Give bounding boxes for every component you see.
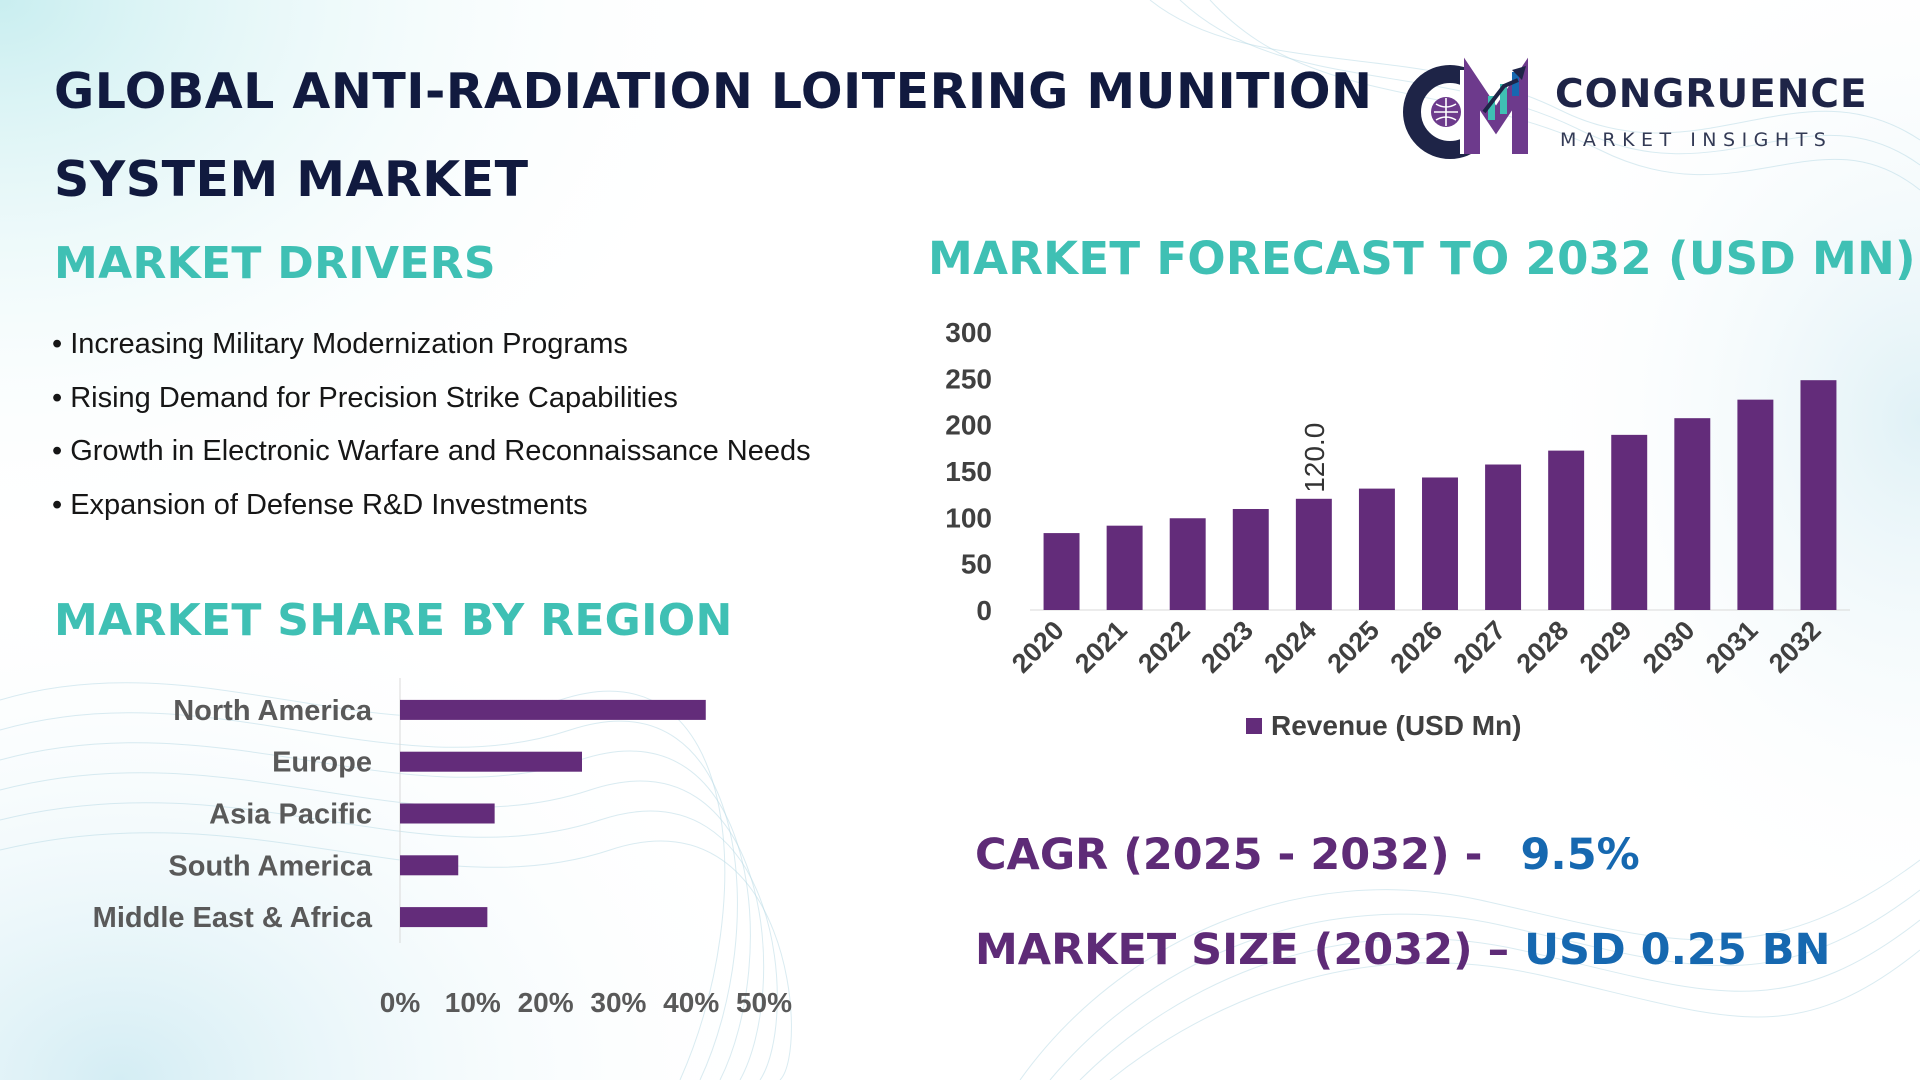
category-label: South America bbox=[168, 850, 372, 882]
bar-2029 bbox=[1611, 434, 1648, 610]
cagr-kpi: CAGR (2025 - 2032) - 9.5% bbox=[975, 830, 1640, 880]
driver-item: • Increasing Military Modernization Prog… bbox=[52, 328, 628, 360]
x-tick-label: 2028 bbox=[1511, 615, 1575, 679]
driver-item: • Growth in Electronic Warfare and Recon… bbox=[52, 435, 811, 467]
logo-tagline: MARKET INSIGHTS bbox=[1560, 129, 1833, 151]
y-tick-label: 200 bbox=[945, 410, 992, 441]
share-title: MARKET SHARE BY REGION bbox=[54, 595, 733, 646]
forecast-title: MARKET FORECAST TO 2032 (USD MN) bbox=[928, 232, 1916, 285]
x-tick-label: 2025 bbox=[1321, 615, 1385, 679]
bar-2031 bbox=[1737, 399, 1774, 610]
market-size-label: MARKET SIZE (2032) – bbox=[975, 925, 1510, 975]
drivers-title: MARKET DRIVERS bbox=[54, 238, 496, 289]
bar-2020 bbox=[1043, 533, 1080, 610]
bar-2021 bbox=[1106, 525, 1143, 610]
drivers-list: • Increasing Military Modernization Prog… bbox=[52, 318, 857, 532]
x-tick-label: 20% bbox=[518, 987, 574, 1018]
bar-2022 bbox=[1169, 518, 1206, 610]
legend-label: Revenue (USD Mn) bbox=[1271, 710, 1521, 741]
x-tick-label: 50% bbox=[736, 987, 792, 1018]
bar-2026 bbox=[1422, 477, 1458, 610]
y-tick-label: 250 bbox=[945, 363, 992, 394]
logo-mark bbox=[1403, 57, 1528, 159]
x-tick-label: 2020 bbox=[1006, 615, 1070, 679]
region-share-chart: North America Europe Asia Pacific South Ame… bbox=[93, 678, 792, 1018]
x-tick-label: 30% bbox=[590, 987, 646, 1018]
bar-2032 bbox=[1800, 380, 1837, 610]
category-label: Europe bbox=[272, 747, 372, 779]
y-tick-label: 100 bbox=[945, 502, 992, 533]
cagr-value: 9.5% bbox=[1520, 830, 1640, 880]
bar-region bbox=[400, 803, 495, 824]
driver-item: • Expansion of Defense R&D Investments bbox=[52, 488, 588, 521]
bar-region bbox=[400, 855, 459, 876]
market-size-kpi: MARKET SIZE (2032) – USD 0.25 BN bbox=[975, 925, 1830, 975]
bar-2028 bbox=[1548, 450, 1585, 610]
market-size-value: USD 0.25 BN bbox=[1524, 925, 1831, 975]
company-logo: CONGRUENCE MARKET INSIGHTS bbox=[1400, 50, 1880, 160]
logo-name: CONGRUENCE bbox=[1555, 72, 1868, 117]
x-tick-label: 2023 bbox=[1195, 615, 1259, 679]
bar-region bbox=[400, 751, 582, 772]
bar-region bbox=[400, 907, 488, 928]
category-label: North America bbox=[173, 695, 373, 727]
legend-swatch bbox=[1246, 718, 1262, 734]
driver-item: • Rising Demand for Precision Strike Cap… bbox=[52, 381, 678, 414]
x-tick-label: 2029 bbox=[1574, 615, 1638, 679]
x-tick-label: 2032 bbox=[1763, 615, 1827, 679]
category-label: Middle East & Africa bbox=[93, 902, 373, 934]
x-tick-label: 2031 bbox=[1700, 615, 1764, 679]
y-tick-label: 0 bbox=[976, 595, 992, 626]
category-label: Asia Pacific bbox=[209, 799, 372, 831]
x-tick-label: 0% bbox=[380, 987, 421, 1018]
y-tick-label: 50 bbox=[961, 549, 992, 580]
bar-region bbox=[400, 699, 706, 720]
y-tick-label: 300 bbox=[945, 317, 992, 348]
x-tick-label: 2026 bbox=[1385, 615, 1449, 679]
y-tick-label: 150 bbox=[945, 456, 992, 487]
bar-2025 bbox=[1358, 488, 1395, 610]
bar-2024 bbox=[1295, 498, 1332, 610]
x-tick-label: 2030 bbox=[1637, 615, 1701, 679]
data-label: 120.0 bbox=[1299, 423, 1330, 493]
x-tick-label: 2024 bbox=[1258, 615, 1322, 679]
x-tick-label: 2027 bbox=[1448, 615, 1512, 679]
x-tick-label: 2022 bbox=[1132, 615, 1196, 679]
bar-2030 bbox=[1674, 418, 1711, 610]
bar-2027 bbox=[1485, 464, 1522, 610]
cagr-label: CAGR (2025 - 2032) - bbox=[975, 830, 1483, 880]
x-tick-label: 10% bbox=[445, 987, 501, 1018]
x-tick-label: 2021 bbox=[1069, 615, 1133, 679]
x-tick-label: 40% bbox=[663, 987, 719, 1018]
page-title: GLOBAL ANTI-RADIATION LOITERING MUNITION… bbox=[54, 63, 1373, 208]
bar-2023 bbox=[1232, 508, 1269, 610]
